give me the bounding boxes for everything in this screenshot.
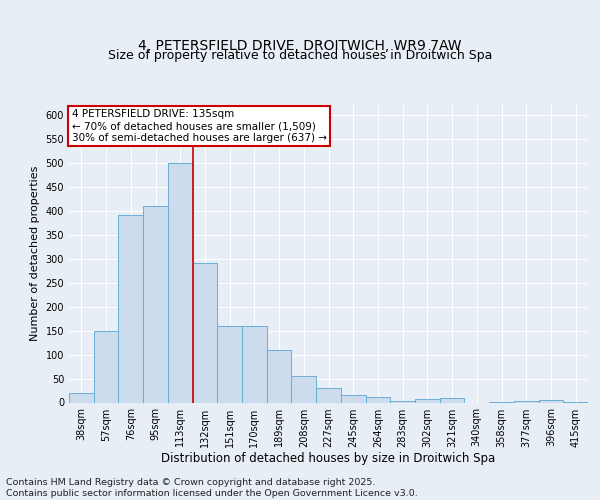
Text: 4, PETERSFIELD DRIVE, DROITWICH, WR9 7AW: 4, PETERSFIELD DRIVE, DROITWICH, WR9 7AW bbox=[138, 38, 462, 52]
Bar bbox=[539, 400, 563, 402]
Bar bbox=[440, 398, 464, 402]
Bar bbox=[217, 326, 242, 402]
Bar bbox=[390, 401, 415, 402]
Bar bbox=[292, 376, 316, 402]
Bar bbox=[242, 326, 267, 402]
Bar bbox=[69, 393, 94, 402]
Bar bbox=[143, 206, 168, 402]
Bar bbox=[168, 162, 193, 402]
Bar bbox=[365, 396, 390, 402]
Bar bbox=[341, 396, 365, 402]
X-axis label: Distribution of detached houses by size in Droitwich Spa: Distribution of detached houses by size … bbox=[161, 452, 496, 466]
Bar bbox=[316, 388, 341, 402]
Bar bbox=[94, 330, 118, 402]
Text: Size of property relative to detached houses in Droitwich Spa: Size of property relative to detached ho… bbox=[108, 49, 492, 62]
Y-axis label: Number of detached properties: Number of detached properties bbox=[30, 166, 40, 342]
Bar bbox=[415, 398, 440, 402]
Text: Contains HM Land Registry data © Crown copyright and database right 2025.
Contai: Contains HM Land Registry data © Crown c… bbox=[6, 478, 418, 498]
Bar bbox=[193, 264, 217, 402]
Text: 4 PETERSFIELD DRIVE: 135sqm
← 70% of detached houses are smaller (1,509)
30% of : 4 PETERSFIELD DRIVE: 135sqm ← 70% of det… bbox=[71, 110, 326, 142]
Bar bbox=[514, 401, 539, 402]
Bar bbox=[267, 350, 292, 403]
Bar bbox=[118, 216, 143, 402]
